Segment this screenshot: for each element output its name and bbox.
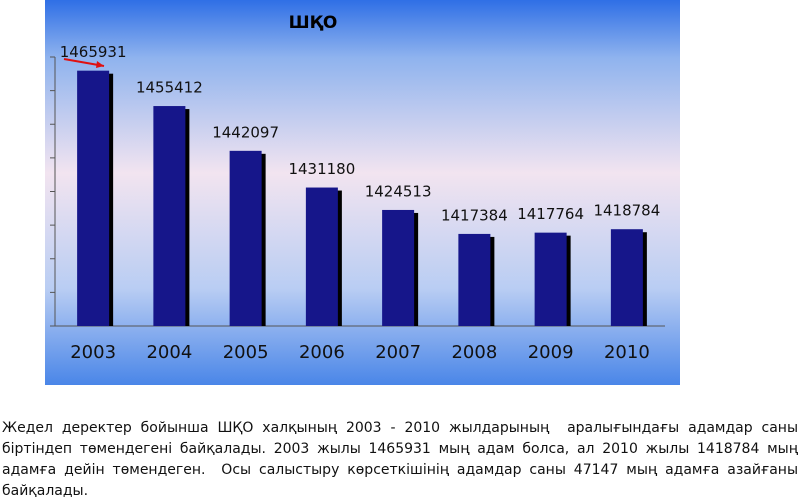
value-label: 1442097 xyxy=(212,123,279,141)
value-label: 1455412 xyxy=(136,79,203,97)
value-label: 1465931 xyxy=(60,43,127,61)
x-tick-label: 2009 xyxy=(528,342,574,363)
bar xyxy=(229,150,262,326)
paragraph: Жедел деректер бойынша ШҚО халқының 2003… xyxy=(2,420,798,499)
value-label: 1417764 xyxy=(517,205,584,223)
bar xyxy=(534,232,567,326)
bar xyxy=(153,106,186,326)
chart-background xyxy=(45,0,680,385)
x-tick-label: 2004 xyxy=(146,342,192,363)
x-tick-label: 2008 xyxy=(451,342,497,363)
bar xyxy=(382,209,415,326)
bar xyxy=(305,187,338,326)
x-tick-label: 2003 xyxy=(70,342,116,363)
bar xyxy=(610,229,643,326)
bar xyxy=(77,70,110,327)
x-tick-label: 2007 xyxy=(375,342,421,363)
chart-title: ШҚО xyxy=(289,13,338,33)
x-tick-label: 2010 xyxy=(604,342,650,363)
bar xyxy=(458,233,491,326)
value-label: 1431180 xyxy=(288,160,355,178)
value-label: 1417384 xyxy=(441,206,508,224)
chart: ШҚО 2003 1465931 2004 1455412 2005 1442097 200… xyxy=(45,0,680,385)
value-label: 1418784 xyxy=(593,202,660,220)
x-tick-label: 2006 xyxy=(299,342,345,363)
x-tick-label: 2005 xyxy=(223,342,269,363)
value-label: 1424513 xyxy=(365,182,432,200)
annotation-arrowhead xyxy=(96,61,104,68)
